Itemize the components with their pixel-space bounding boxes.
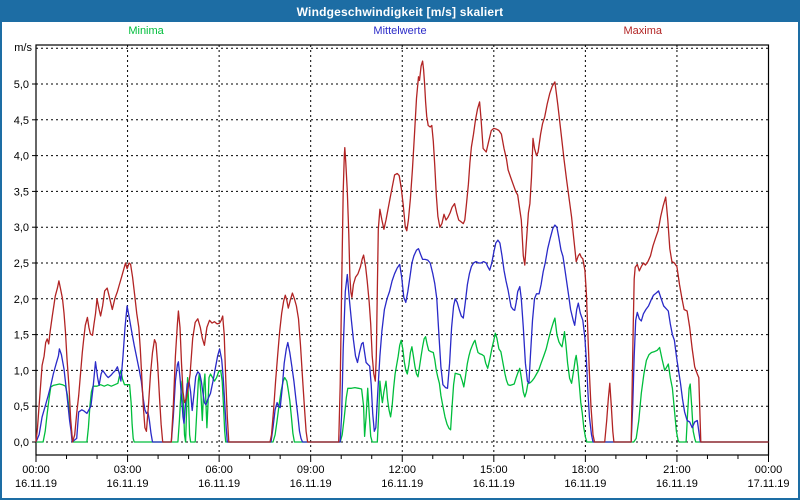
series-line-mittelwerte — [35, 224, 769, 443]
window-title: Windgeschwindigkeit [m/s] skaliert — [296, 5, 504, 19]
x-tick-time-label: 06:00 — [205, 464, 233, 476]
y-tick-label: 0,5 — [14, 401, 29, 413]
x-tick-date-label: 16.11.19 — [15, 478, 57, 490]
legend-mittelwerte: Mittelwerte — [373, 25, 427, 37]
x-tick-time-label: 12:00 — [388, 464, 416, 476]
legend-minima: Minima — [128, 25, 164, 37]
y-tick-label: 1,5 — [14, 330, 29, 342]
x-tick-time-label: 09:00 — [297, 464, 325, 476]
wind-speed-chart: 0,0 0,5 1,0 1,5 2,0 2,5 3,0 3,5 4,0 4,5 5,0 00:00 16… — [14, 44, 790, 490]
x-tick-date-label: 16.11.19 — [107, 478, 149, 490]
legend-maxima: Maxima — [623, 25, 663, 37]
x-tick-time-label: 18:00 — [572, 464, 600, 476]
x-tick-date-label: 16.11.19 — [381, 478, 423, 490]
y-tick-label: 0,0 — [14, 437, 29, 449]
title-bar: Windgeschwindigkeit [m/s] skaliert — [2, 2, 798, 22]
y-tick-label: 2,5 — [14, 258, 29, 270]
y-tick-label: 1,0 — [14, 365, 29, 377]
y-tick-label: 4,5 — [14, 115, 29, 127]
x-tick-time-label: 15:00 — [480, 464, 508, 476]
x-tick-date-label: 16.11.19 — [290, 478, 332, 490]
y-tick-label: 3,5 — [14, 186, 29, 198]
series-line-minima — [36, 317, 769, 443]
x-tick-date-label: 16.11.19 — [656, 478, 698, 490]
y-tick-label: 4,0 — [14, 151, 29, 163]
series-line-maxima — [35, 60, 769, 443]
x-tick-date-label: 16.11.19 — [564, 478, 606, 490]
y-tick-label: 2,0 — [14, 294, 29, 306]
y-tick-label: 5,0 — [14, 79, 29, 91]
chart-legend: Minima Mittelwerte Maxima — [2, 25, 798, 40]
x-tick-date-label: 16.11.19 — [198, 478, 240, 490]
chart-panel: Minima Mittelwerte Maxima m/s 0,0 0,5 1,0 1… — [2, 22, 798, 498]
x-tick-date-label: 17.11.19 — [747, 478, 789, 490]
x-tick-time-label: 00:00 — [22, 464, 50, 476]
x-tick-time-label: 21:00 — [663, 464, 691, 476]
x-tick-date-label: 16.11.19 — [473, 478, 515, 490]
y-axis-unit-label: m/s — [14, 42, 32, 54]
x-tick-time-label: 00:00 — [755, 464, 783, 476]
x-tick-time-label: 03:00 — [114, 464, 142, 476]
y-tick-label: 3,0 — [14, 222, 29, 234]
